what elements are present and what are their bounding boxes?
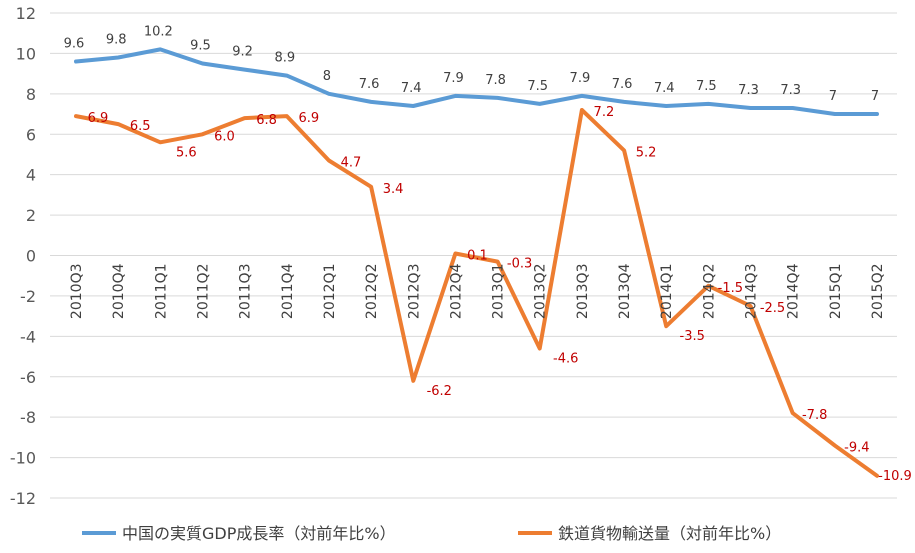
gdp-data-label: 7.9 [443, 71, 464, 86]
rail-data-label: -2.5 [760, 301, 785, 316]
y-tick-label: -8 [20, 408, 36, 427]
rail-data-label: -0.3 [507, 257, 532, 272]
y-tick-label: 10 [16, 44, 36, 63]
gdp-data-label: 9.2 [232, 45, 253, 60]
gridlines [50, 12, 897, 499]
rail-data-label: 6.5 [130, 119, 151, 134]
x-tick-label: 2011Q1 [153, 264, 169, 320]
x-tick-label: 2012Q3 [406, 264, 422, 320]
rail-data-label: -9.4 [844, 440, 869, 455]
rail-data-label: -6.2 [427, 384, 452, 399]
gdp-data-label: 9.5 [190, 39, 211, 54]
x-tick-label: 2015Q2 [870, 264, 886, 320]
gdp-data-label: 9.6 [64, 37, 85, 52]
x-tick-label: 2013Q4 [617, 263, 633, 319]
x-tick-label: 2014Q1 [659, 264, 675, 320]
rail-data-label: 6.8 [256, 113, 277, 128]
y-tick-label: 8 [26, 85, 36, 104]
x-tick-label: 2012Q2 [364, 264, 380, 320]
gdp-data-label: 8.9 [274, 51, 295, 66]
rail-data-label: 7.2 [594, 105, 615, 120]
x-tick-label: 2011Q4 [280, 263, 296, 319]
y-tick-label: -4 [20, 327, 36, 346]
rail-data-label: 4.7 [341, 156, 362, 171]
rail-data-label: 6.9 [88, 111, 109, 126]
x-tick-label: 2015Q1 [828, 264, 844, 320]
legend-label-rail: 鉄道貨物輸送量（対前年比%） [558, 524, 781, 543]
legend: 中国の実質GDP成長率（対前年比%） 鉄道貨物輸送量（対前年比%） [82, 524, 781, 543]
gdp-data-label: 7.6 [612, 77, 633, 92]
rail-data-label: 3.4 [383, 182, 404, 197]
x-tick-label: 2014Q3 [744, 264, 760, 320]
gdp-data-label: 7 [871, 89, 879, 104]
gdp-data-label: 7.4 [654, 81, 675, 96]
x-tick-label: 2011Q2 [195, 264, 211, 320]
rail-data-label: -4.6 [553, 351, 578, 366]
rail-data-label: -1.5 [718, 281, 743, 296]
gdp-growth-line [74, 47, 879, 116]
rail-data-label: 6.0 [214, 129, 235, 144]
x-axis-tick-labels: 2010Q3 2010Q4 2011Q1 2011Q2 2011Q3 2011Q4 2012… [69, 263, 886, 319]
rail-data-label: -7.8 [802, 408, 827, 423]
data-labels: 9.6 9.8 10.2 9.5 9.2 8.9 8 7.6 7.4 7.9 7.8 7.5 7.9 7.… [64, 24, 912, 483]
rail-data-label: 6.9 [298, 111, 319, 126]
x-tick-label: 2013Q1 [491, 264, 507, 320]
y-tick-label: 12 [16, 4, 36, 23]
gdp-data-label: 7.8 [485, 73, 506, 88]
gdp-data-label: 10.2 [144, 24, 173, 39]
gdp-data-label: 8 [323, 69, 331, 84]
gdp-data-label: 7.5 [527, 79, 548, 94]
gdp-data-label: 7.5 [696, 79, 717, 94]
x-tick-label: 2013Q3 [575, 264, 591, 320]
y-tick-label: 4 [26, 166, 36, 185]
y-tick-label: -10 [10, 449, 36, 468]
y-tick-label: 6 [26, 125, 36, 144]
x-tick-label: 2013Q2 [533, 264, 549, 320]
gdp-data-label: 7 [829, 89, 837, 104]
x-tick-label: 2014Q2 [701, 264, 717, 320]
gdp-data-label: 7.3 [780, 83, 801, 98]
gdp-data-label: 9.8 [106, 32, 127, 47]
x-tick-label: 2014Q4 [786, 263, 802, 319]
gdp-data-label: 7.3 [738, 83, 759, 98]
y-tick-label: -12 [10, 489, 36, 508]
x-tick-label: 2010Q3 [69, 264, 85, 320]
x-tick-label: 2012Q4 [448, 263, 464, 319]
rail-freight-line [74, 108, 879, 478]
y-tick-label: 0 [26, 247, 36, 266]
gdp-data-label: 7.6 [359, 77, 380, 92]
rail-data-label: 0.1 [467, 248, 488, 263]
x-tick-label: 2011Q3 [238, 264, 254, 320]
series-lines [74, 47, 879, 478]
y-axis-tick-labels: -12 -10 -8 -6 -4 -2 0 2 4 6 8 10 12 [10, 4, 36, 508]
gdp-data-label: 7.4 [401, 81, 422, 96]
legend-label-gdp: 中国の実質GDP成長率（対前年比%） [122, 524, 396, 543]
y-tick-label: 2 [26, 206, 36, 225]
rail-data-label: 5.2 [636, 145, 657, 160]
x-tick-label: 2012Q1 [322, 264, 338, 320]
x-tick-label: 2010Q4 [111, 263, 127, 319]
rail-data-label: -3.5 [680, 329, 705, 344]
rail-data-label: -10.9 [878, 469, 912, 484]
y-tick-label: -2 [20, 287, 36, 306]
y-tick-label: -6 [20, 368, 36, 387]
rail-data-label: 5.6 [176, 145, 197, 160]
gdp-data-label: 7.9 [570, 71, 591, 86]
